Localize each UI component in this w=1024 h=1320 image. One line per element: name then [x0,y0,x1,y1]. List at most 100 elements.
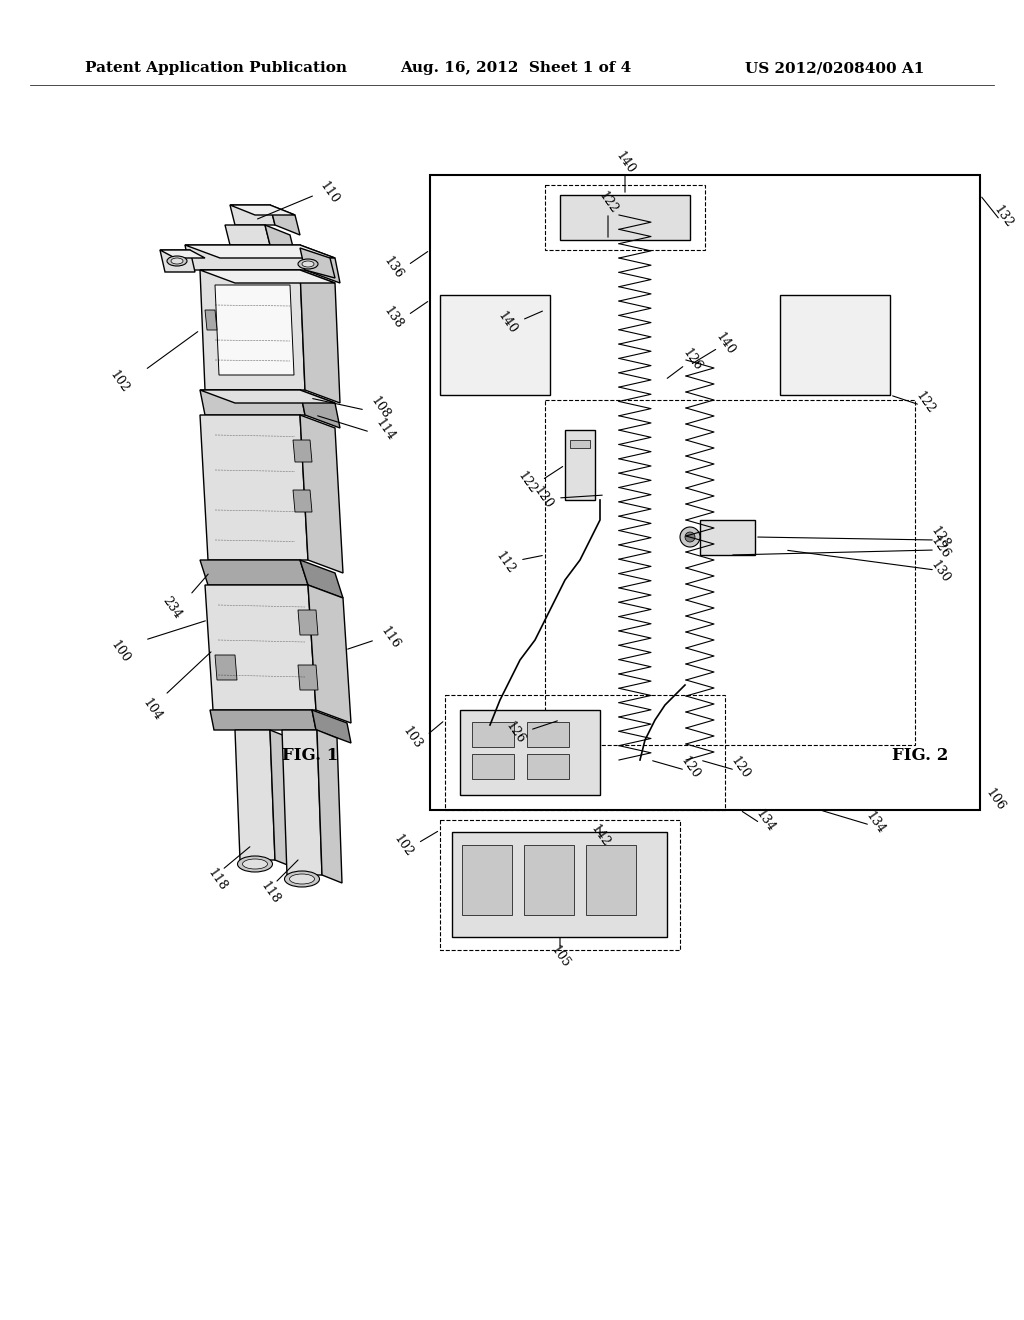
Text: 140: 140 [495,309,519,337]
Polygon shape [270,730,295,869]
Polygon shape [200,414,308,560]
Polygon shape [298,665,318,690]
Bar [560,195,690,240]
Text: 105: 105 [548,944,572,970]
Polygon shape [282,730,322,875]
Polygon shape [300,414,343,573]
Bar [586,845,636,915]
Polygon shape [200,389,335,403]
Text: 120: 120 [678,755,702,781]
Text: 138: 138 [381,305,406,331]
Text: 120: 120 [728,755,753,781]
Text: FIG. 1: FIG. 1 [282,747,338,764]
Text: 140: 140 [612,149,637,177]
Text: 136: 136 [381,255,406,281]
Text: 114: 114 [373,416,397,444]
Text: 118: 118 [258,879,283,907]
Polygon shape [160,249,205,257]
Text: 126: 126 [503,719,527,747]
Polygon shape [160,249,195,272]
Bar [440,820,680,950]
Polygon shape [200,271,305,389]
Ellipse shape [302,261,314,267]
Bar [452,832,667,937]
Polygon shape [185,246,335,257]
Polygon shape [293,440,312,462]
Text: FIG. 2: FIG. 2 [892,747,948,764]
Polygon shape [205,310,217,330]
Bar [472,754,514,779]
Text: 116: 116 [378,624,402,652]
Text: 128: 128 [928,524,952,552]
Bar [472,722,514,747]
Text: Patent Application Publication: Patent Application Publication [85,61,347,75]
Bar [440,294,550,395]
Polygon shape [200,389,305,414]
Ellipse shape [680,527,700,546]
Text: 132: 132 [991,203,1015,231]
Polygon shape [205,585,316,710]
Text: 234: 234 [160,594,184,622]
Text: Aug. 16, 2012  Sheet 1 of 4: Aug. 16, 2012 Sheet 1 of 4 [400,61,631,75]
Text: 106: 106 [983,787,1008,813]
Text: 110: 110 [317,180,341,206]
Text: US 2012/0208400 A1: US 2012/0208400 A1 [745,61,925,75]
Polygon shape [293,490,312,512]
Bar [445,696,725,810]
Text: 104: 104 [140,697,165,723]
Ellipse shape [685,532,695,543]
Text: 102: 102 [106,368,131,396]
Bar [524,845,574,915]
Polygon shape [300,389,340,428]
Ellipse shape [171,257,183,264]
Polygon shape [300,271,340,403]
Polygon shape [215,655,237,680]
Text: 126: 126 [680,346,705,374]
Text: 103: 103 [399,725,424,751]
Bar [527,754,569,779]
Text: 102: 102 [391,833,415,859]
Ellipse shape [167,256,187,267]
Text: 120: 120 [530,484,555,512]
Polygon shape [225,224,270,246]
Polygon shape [210,710,316,730]
Text: 140: 140 [713,330,737,358]
Bar [460,710,600,795]
Text: 126: 126 [928,535,952,561]
Text: 134: 134 [753,808,777,834]
Polygon shape [317,730,342,883]
Ellipse shape [285,871,319,887]
Text: 134: 134 [863,809,887,837]
Bar [780,294,890,395]
Polygon shape [312,710,351,743]
Polygon shape [308,585,351,723]
Text: 122: 122 [515,470,539,496]
Bar [462,845,512,915]
Polygon shape [300,560,343,598]
Text: 122: 122 [596,190,621,216]
Polygon shape [298,610,318,635]
Polygon shape [265,224,295,255]
Polygon shape [200,560,308,585]
Ellipse shape [243,859,267,869]
Bar [570,440,590,447]
Polygon shape [185,246,305,271]
Ellipse shape [290,874,314,884]
Ellipse shape [238,855,272,873]
Bar [527,722,569,747]
Bar [545,185,705,249]
Text: 130: 130 [928,558,952,586]
Text: 112: 112 [493,549,517,577]
Polygon shape [200,271,335,282]
Bar [430,176,980,810]
Text: 122: 122 [912,389,937,416]
Bar [545,400,915,744]
Polygon shape [230,205,275,224]
Polygon shape [300,246,340,282]
Polygon shape [300,248,335,279]
Bar [565,430,595,500]
Polygon shape [234,730,275,861]
Text: 100: 100 [108,639,132,665]
Bar [700,520,755,554]
Text: 142: 142 [588,822,612,850]
